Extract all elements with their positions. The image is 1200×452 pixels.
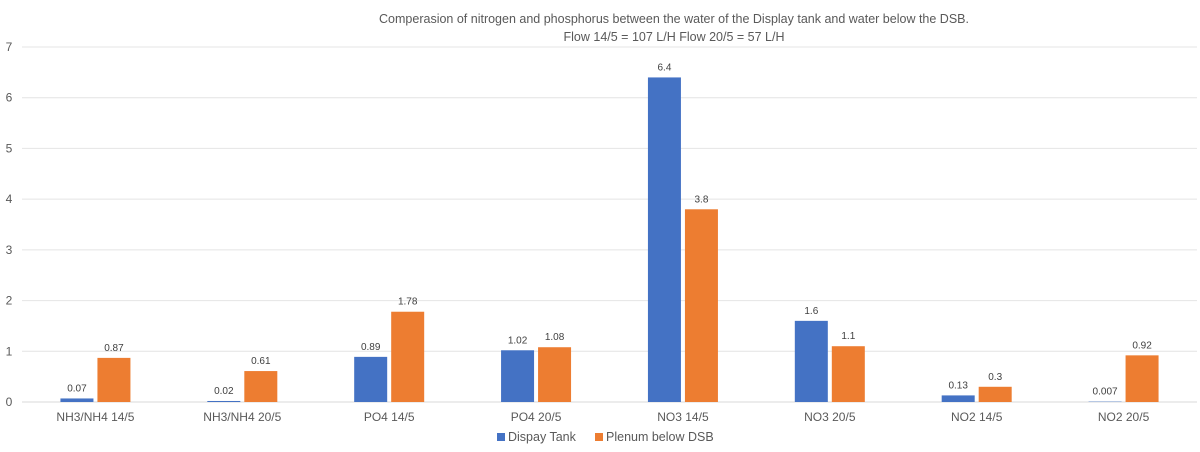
gridlines (22, 46, 1197, 403)
y-tick-label: 0 (6, 395, 13, 409)
x-category-label: PO4 14/5 (364, 410, 415, 424)
x-category-label: NO3 14/5 (657, 410, 709, 424)
bar-plenum-below-dsb (97, 357, 131, 402)
legend-label: Dispay Tank (508, 430, 577, 444)
bar-plenum-below-dsb (831, 346, 865, 402)
bar-dispay-tank (354, 356, 388, 402)
bar-dispay-tank (647, 77, 681, 402)
y-axis-ticks: 0 1 2 3 4 5 6 7 (6, 40, 13, 409)
y-tick-label: 1 (6, 344, 13, 358)
bar-dispay-tank (794, 320, 828, 402)
y-tick-label: 2 (6, 294, 13, 308)
y-tick-label: 6 (6, 91, 13, 105)
data-label: 1.6 (804, 306, 818, 317)
data-label: 0.13 (948, 380, 968, 391)
x-category-label: NH3/NH4 20/5 (203, 410, 281, 424)
data-label: 3.8 (694, 194, 708, 205)
bar-dispay-tank (60, 398, 94, 402)
bar-plenum-below-dsb (391, 311, 425, 402)
data-label: 0.007 (1093, 387, 1118, 398)
x-category-label: NO2 20/5 (1098, 410, 1150, 424)
bar-dispay-tank (501, 350, 535, 402)
y-tick-label: 5 (6, 141, 13, 155)
data-label: 0.02 (214, 386, 234, 397)
data-label: 1.08 (545, 332, 565, 343)
data-label: 1.1 (841, 331, 855, 342)
data-labels: 0.07 0.87 0.02 0.61 0.89 1.78 1.02 1.08 6.4 3.8 1.… (67, 62, 1152, 397)
bars (60, 77, 1159, 402)
bar-dispay-tank (941, 395, 975, 402)
legend: Dispay Tank Plenum below DSB (497, 430, 714, 444)
chart-subtitle: Flow 14/5 = 107 L/H Flow 20/5 = 57 L/H (564, 30, 785, 44)
x-category-label: NO3 20/5 (804, 410, 856, 424)
bar-plenum-below-dsb (538, 347, 572, 402)
x-axis-categories: NH3/NH4 14/5 NH3/NH4 20/5 PO4 14/5 PO4 20/5… (56, 410, 1149, 424)
bar-plenum-below-dsb (978, 386, 1012, 402)
legend-label: Plenum below DSB (606, 430, 714, 444)
bar-plenum-below-dsb (1125, 355, 1159, 402)
bar-plenum-below-dsb (244, 371, 278, 402)
x-category-label: NH3/NH4 14/5 (56, 410, 134, 424)
y-tick-label: 3 (6, 243, 13, 257)
x-category-label: NO2 14/5 (951, 410, 1003, 424)
legend-swatch (497, 433, 505, 441)
y-tick-label: 4 (6, 192, 13, 206)
data-label: 0.61 (251, 356, 271, 367)
legend-swatch (595, 433, 603, 441)
y-tick-label: 7 (6, 40, 13, 54)
bar-dispay-tank (207, 400, 241, 402)
data-label: 1.78 (398, 297, 418, 308)
data-label: 0.87 (104, 343, 124, 354)
data-label: 0.07 (67, 383, 87, 394)
x-category-label: PO4 20/5 (511, 410, 562, 424)
data-label: 0.92 (1132, 340, 1152, 351)
bar-plenum-below-dsb (684, 209, 718, 402)
chart-title: Comperasion of nitrogen and phosphorus b… (379, 12, 969, 26)
data-label: 6.4 (657, 62, 671, 73)
data-label: 0.3 (988, 372, 1002, 383)
data-label: 0.89 (361, 342, 381, 353)
data-label: 1.02 (508, 335, 528, 346)
